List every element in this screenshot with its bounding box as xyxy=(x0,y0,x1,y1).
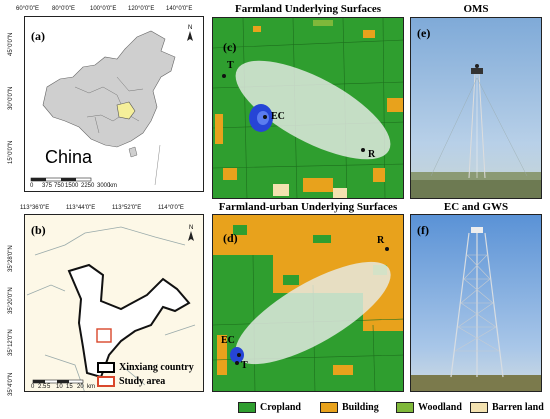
legend-building-label: Building xyxy=(342,402,379,413)
legend-study-area: Study area xyxy=(97,376,165,387)
a-lon-tick-3: 120°0'0"E xyxy=(128,6,155,12)
b-lon-tick-2: 113°52'0"E xyxy=(112,205,142,211)
panel-b-xinxiang-map: N (b) 0 2.5 5 10 15 20 km Xinxiang count… xyxy=(24,214,204,392)
scale-a-5: 3000 xyxy=(97,183,111,189)
svg-text:N: N xyxy=(189,225,193,231)
scale-a-unit: km xyxy=(109,183,117,189)
point-r-c: R xyxy=(368,149,376,160)
b-lat-tick-0: 35°28'0"N xyxy=(8,245,14,272)
legend-cropland-swatch xyxy=(238,402,256,413)
a-lon-tick-1: 80°0'0"E xyxy=(52,6,76,12)
panel-b-label: (b) xyxy=(31,223,46,237)
b-lon-tick-3: 114°0'0"E xyxy=(158,205,184,211)
ec-gws-tower-photo xyxy=(411,227,541,391)
a-lon-tick-0: 60°0'0"E xyxy=(16,6,40,12)
panel-c-label: (c) xyxy=(223,40,237,54)
panel-e-label: (e) xyxy=(417,26,431,40)
point-t-d: T xyxy=(241,360,248,371)
b-lon-tick-0: 113°36'0"E xyxy=(20,205,50,211)
farmland-landcover-graphic xyxy=(213,18,403,198)
scale-bar-b xyxy=(32,379,84,384)
legend-study-label: Study area xyxy=(119,376,166,387)
scale-b-unit: km xyxy=(87,384,95,390)
legend-building-swatch xyxy=(320,402,338,413)
a-lat-tick-2: 15°0'0"N xyxy=(8,140,14,164)
china-label: China xyxy=(45,147,93,167)
legend-xinxiang-country: Xinxiang country xyxy=(97,362,194,373)
study-area-box xyxy=(96,328,112,343)
panel-c-title: Farmland Underlying Surfaces xyxy=(234,3,382,15)
a-lon-tick-4: 140°0'0"E xyxy=(166,6,193,12)
oms-tower-photo xyxy=(411,64,541,198)
scale-b-1: 2.5 xyxy=(38,384,47,390)
legend-barren-land: Barren land xyxy=(470,402,544,413)
scale-b-4: 15 xyxy=(66,384,73,390)
legend-building: Building xyxy=(320,402,379,413)
b-lat-tick-3: 35°4'0"N xyxy=(8,372,14,396)
panel-f-label: (f) xyxy=(417,223,429,237)
panel-c-farmland-map: (c) T EC R xyxy=(212,17,404,199)
north-arrow-a: N xyxy=(187,25,193,41)
legend-study-swatch xyxy=(97,376,115,387)
legend-xinxiang-label: Xinxiang country xyxy=(119,362,194,373)
panel-f-title: EC and GWS xyxy=(443,201,509,213)
scale-a-4: 2250 xyxy=(81,183,95,189)
b-lat-tick-1: 35°20'0"N xyxy=(8,287,14,314)
legend-woodland-label: Woodland xyxy=(418,402,462,413)
a-lat-tick-1: 30°0'0"N xyxy=(8,86,14,110)
legend-cropland: Cropland xyxy=(238,402,301,413)
a-lat-tick-0: 45°0'0"N xyxy=(8,32,14,56)
scale-b-5: 20 xyxy=(77,384,84,390)
scale-a-1: 375 xyxy=(42,183,53,189)
svg-text:N: N xyxy=(188,25,192,31)
farmland-urban-landcover-graphic xyxy=(213,215,403,391)
legend-cropland-label: Cropland xyxy=(260,402,301,413)
point-r-d: R xyxy=(377,235,385,246)
legend-woodland-swatch xyxy=(396,402,414,413)
north-arrow-b: N xyxy=(188,225,194,241)
b-lat-tick-2: 35°12'0"N xyxy=(8,329,14,356)
legend-woodland: Woodland xyxy=(396,402,462,413)
scale-b-0: 0 xyxy=(31,384,35,390)
panel-d-farmland-urban-map: (d) R EC T xyxy=(212,214,404,392)
scale-a-0: 0 xyxy=(30,183,34,189)
scale-b-3: 10 xyxy=(56,384,63,390)
panel-e-title: OMS xyxy=(463,3,489,15)
scale-bar-a xyxy=(30,177,92,182)
point-ec-d: EC xyxy=(221,335,235,346)
scale-a-3: 1500 xyxy=(65,183,79,189)
panel-a-label: (a) xyxy=(31,29,45,43)
point-t-c: T xyxy=(227,60,234,71)
panel-a-china-map: N (a) China 0 375 750 1500 2250 3000 km xyxy=(24,16,204,192)
legend-barren-label: Barren land xyxy=(492,402,544,413)
panel-f-ec-gws-photo: (f) xyxy=(410,214,542,392)
legend-xinxiang-swatch xyxy=(97,362,115,373)
panel-d-title: Farmland-urban Underlying Surfaces xyxy=(218,201,398,213)
china-map-graphic: N xyxy=(30,25,193,186)
panel-e-oms-photo: (e) xyxy=(410,17,542,199)
xinxiang-map-graphic: N xyxy=(26,225,196,391)
scale-a-2: 750 xyxy=(54,183,65,189)
legend-barren-swatch xyxy=(470,402,488,413)
scale-b-2: 5 xyxy=(47,384,51,390)
point-ec-c: EC xyxy=(271,111,285,122)
a-lon-tick-2: 100°0'0"E xyxy=(90,6,117,12)
b-lon-tick-1: 113°44'0"E xyxy=(66,205,96,211)
panel-d-label: (d) xyxy=(223,231,238,245)
henan-province-highlight xyxy=(116,101,136,120)
